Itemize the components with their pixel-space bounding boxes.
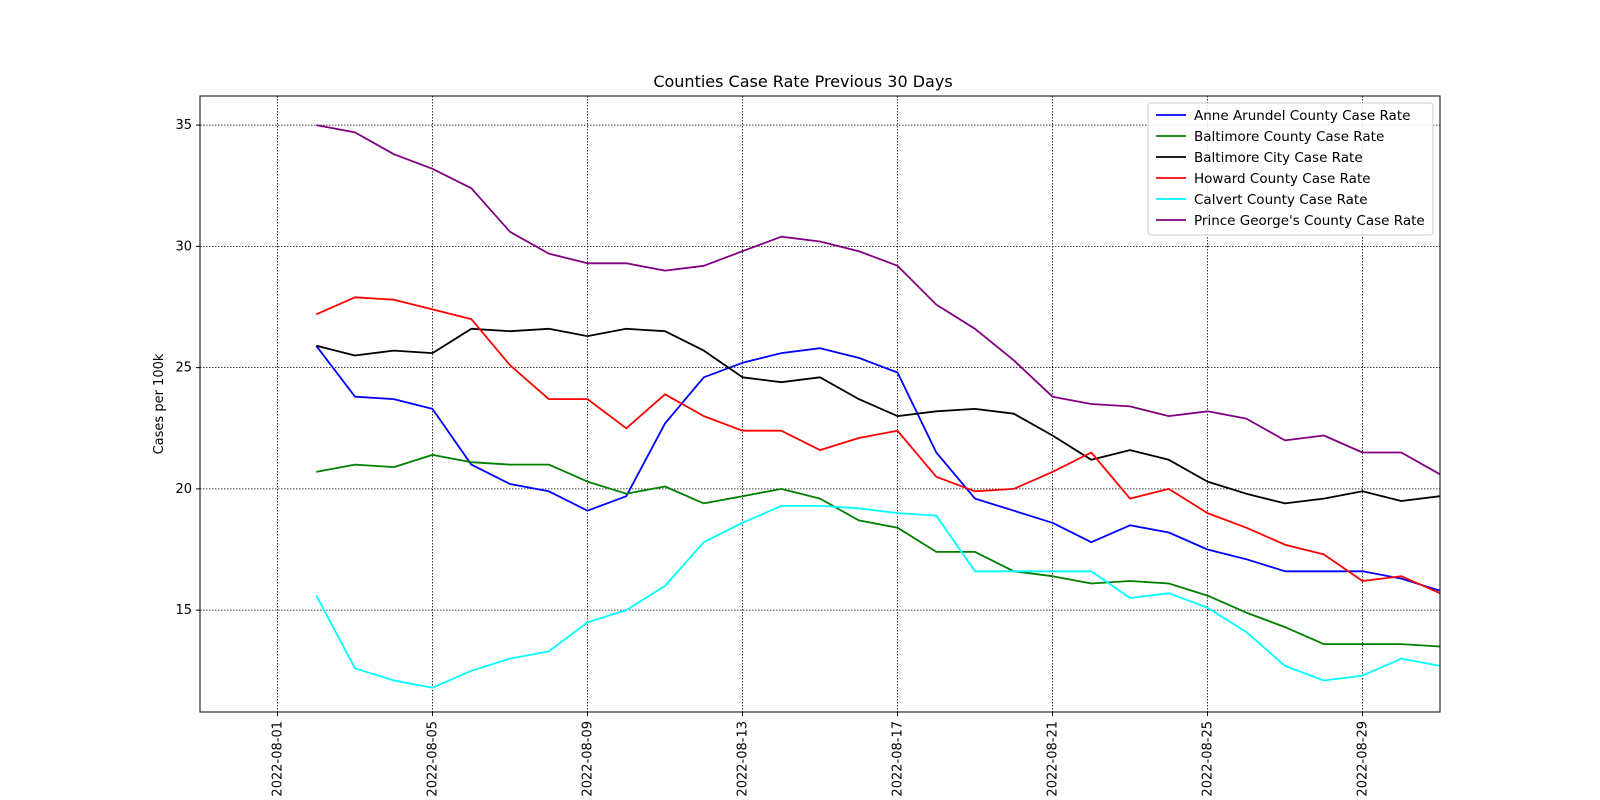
y-tick-label: 25 bbox=[175, 361, 192, 376]
y-tick-label: 20 bbox=[175, 482, 192, 497]
legend: Anne Arundel County Case Rate Baltimore C… bbox=[1147, 102, 1434, 236]
legend-label: Baltimore City Case Rate bbox=[1194, 150, 1363, 166]
plot-frame bbox=[199, 95, 1441, 713]
legend-label: Calvert County Case Rate bbox=[1194, 192, 1368, 208]
series-line-2 bbox=[316, 327, 1441, 505]
series-line-5 bbox=[316, 124, 1441, 476]
series-line-4 bbox=[315, 504, 1441, 689]
legend-box bbox=[1147, 102, 1434, 236]
legend-label: Anne Arundel County Case Rate bbox=[1194, 108, 1410, 124]
series-lines bbox=[315, 124, 1441, 689]
chart-title: Counties Case Rate Previous 30 Days bbox=[653, 72, 952, 91]
x-tick-label: 2022-08-01 bbox=[271, 721, 286, 797]
x-tick-label: 2022-08-09 bbox=[581, 721, 596, 797]
legend-label: Baltimore County Case Rate bbox=[1194, 129, 1384, 145]
y-tick-label: 30 bbox=[175, 239, 192, 254]
y-axis: 15 20 25 30 35 bbox=[175, 118, 200, 618]
legend-label: Prince George's County Case Rate bbox=[1194, 213, 1425, 229]
series-line-1 bbox=[316, 453, 1441, 648]
series-line-3 bbox=[315, 296, 1441, 595]
x-axis: 2022-08-01 2022-08-05 2022-08-09 2022-08-13… bbox=[271, 712, 1371, 797]
x-tick-label: 2022-08-21 bbox=[1046, 721, 1061, 797]
x-tick-label: 2022-08-29 bbox=[1356, 721, 1371, 797]
y-axis-label: Cases per 100k bbox=[152, 353, 167, 454]
series-line-0 bbox=[315, 345, 1441, 592]
x-tick-label: 2022-08-13 bbox=[736, 721, 751, 797]
x-tick-label: 2022-08-05 bbox=[426, 721, 441, 797]
x-tick-label: 2022-08-25 bbox=[1201, 721, 1216, 797]
x-tick-label: 2022-08-17 bbox=[891, 721, 906, 797]
legend-label: Howard County Case Rate bbox=[1194, 171, 1371, 187]
y-tick-label: 15 bbox=[175, 603, 192, 618]
y-tick-label: 35 bbox=[175, 118, 192, 133]
